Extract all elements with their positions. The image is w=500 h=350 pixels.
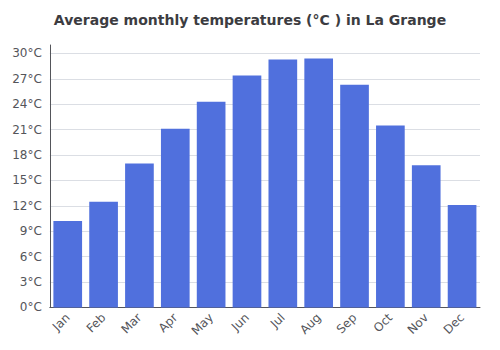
svg-text:Jan: Jan <box>49 311 73 335</box>
svg-text:May: May <box>189 311 216 338</box>
svg-text:Jul: Jul <box>267 311 288 332</box>
svg-text:Aug: Aug <box>297 311 323 337</box>
svg-text:Oct: Oct <box>371 310 396 335</box>
svg-text:6°C: 6°C <box>20 250 42 264</box>
svg-text:27°C: 27°C <box>12 72 42 86</box>
svg-text:15°C: 15°C <box>12 173 42 187</box>
svg-text:12°C: 12°C <box>12 199 42 213</box>
svg-text:Nov: Nov <box>405 311 431 337</box>
svg-text:24°C: 24°C <box>12 97 42 111</box>
svg-text:Average monthly temperatures (: Average monthly temperatures (°C ) in La… <box>54 12 446 28</box>
svg-text:3°C: 3°C <box>20 275 42 289</box>
svg-text:Sep: Sep <box>334 311 360 337</box>
svg-text:Mar: Mar <box>118 310 144 336</box>
svg-text:9°C: 9°C <box>20 224 42 238</box>
svg-text:21°C: 21°C <box>12 123 42 137</box>
svg-text:Dec: Dec <box>441 311 467 337</box>
svg-text:Feb: Feb <box>84 311 109 336</box>
svg-text:Jun: Jun <box>228 311 252 335</box>
svg-text:18°C: 18°C <box>12 148 42 162</box>
svg-text:Apr: Apr <box>156 310 181 335</box>
svg-text:0°C: 0°C <box>20 300 42 314</box>
svg-text:30°C: 30°C <box>12 46 42 60</box>
